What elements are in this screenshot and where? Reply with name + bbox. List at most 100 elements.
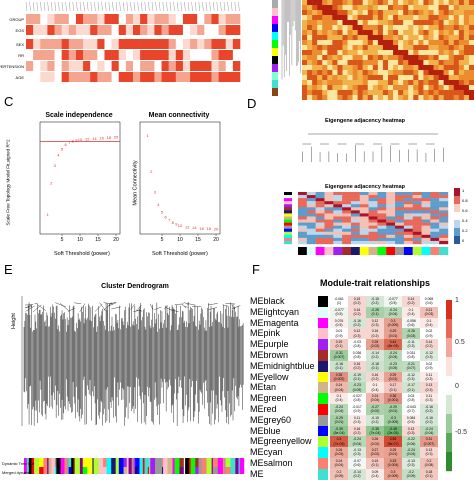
- tom-cell: [469, 85, 474, 90]
- module-color-strip: [272, 8, 278, 16]
- heatmap-col-color: [422, 247, 431, 255]
- column-tick: [238, 2, 239, 11]
- tom-cell: [337, 5, 342, 10]
- correlation-cell: -0.38(7e-04): [366, 426, 384, 437]
- adjacency-cell: [404, 201, 413, 204]
- tom-cell: [439, 5, 444, 10]
- adjacency-cell: [413, 210, 422, 213]
- tom-cell: [307, 80, 312, 85]
- tom-cell: [439, 85, 444, 90]
- tom-cell: [398, 10, 403, 15]
- tom-cell: [398, 70, 403, 75]
- adjacency-cell: [439, 210, 448, 213]
- data-point: 12: [185, 224, 190, 229]
- dynamic-cut-segment: [55, 458, 57, 467]
- scale-tick: 0.6: [462, 208, 468, 213]
- trait-cell: [211, 61, 218, 71]
- adjacency-cell: [351, 241, 360, 244]
- adjacency-cell: [377, 229, 386, 232]
- adjacency-cell: [307, 210, 316, 213]
- module-color-swatch: [318, 350, 328, 361]
- adjacency-cell: [395, 235, 404, 238]
- tom-cell: [337, 15, 342, 20]
- tom-cell: [317, 15, 322, 20]
- data-point: 20: [114, 134, 119, 139]
- tom-cell: [348, 90, 353, 95]
- adjacency-cell: [342, 210, 351, 213]
- p-value: (0.8): [402, 355, 420, 359]
- tom-cell: [358, 5, 363, 10]
- trait-cell: [119, 72, 126, 82]
- trait-cell: [104, 39, 111, 49]
- correlation-cell: 0.55(5e-07): [384, 436, 402, 447]
- column-tick: [202, 2, 203, 11]
- dynamic-cut-segment: [107, 458, 112, 467]
- tom-cell: [449, 40, 454, 45]
- adjacency-cell: [360, 198, 369, 201]
- p-value: (0.4): [366, 474, 384, 478]
- tom-cell: [337, 80, 342, 85]
- column-tick: [127, 2, 128, 11]
- correlation-cell: -0.077(0.5): [330, 307, 348, 318]
- scale-tick: 1: [462, 188, 465, 193]
- dynamic-cut-segment: [64, 458, 67, 467]
- trait-cell: [83, 72, 90, 82]
- adjacency-cell: [298, 210, 307, 213]
- heatmap-col-color: [324, 247, 333, 255]
- dynamic-cut-segment: [124, 458, 127, 467]
- trait-cell: [176, 50, 183, 60]
- adjacency-cell: [377, 241, 386, 244]
- adjacency-cell: [369, 210, 378, 213]
- correlation-cell: -0.2(0.09): [402, 469, 420, 480]
- trait-cell: [190, 72, 197, 82]
- tom-cell: [307, 30, 312, 35]
- adjacency-cell: [307, 223, 316, 226]
- tom-cell: [353, 45, 358, 50]
- tom-cell: [322, 45, 327, 50]
- column-tick: [192, 2, 193, 11]
- adjacency-cell: [324, 238, 333, 241]
- module-label: MEmidnightblue: [250, 361, 316, 372]
- tom-cell: [312, 50, 317, 55]
- p-value: (0.9): [330, 334, 348, 338]
- tom-cell: [459, 60, 464, 65]
- tom-cell: [403, 5, 408, 10]
- trait-cell: [112, 39, 119, 49]
- trait-cell: [211, 14, 218, 24]
- correlation-cell: 0.031(0.8): [402, 350, 420, 361]
- adjacency-cell: [395, 201, 404, 204]
- module-row: MEbrown-0.31(0.007)0.036(0.8)-0.14(0.2)-…: [250, 350, 440, 361]
- column-tick: [181, 2, 182, 11]
- tom-cell: [327, 5, 332, 10]
- tom-cell: [449, 0, 454, 5]
- adjacency-cell: [360, 223, 369, 226]
- adjacency-cell: [395, 207, 404, 210]
- tom-cell: [454, 5, 459, 10]
- tom-cell: [449, 30, 454, 35]
- tom-cell: [322, 50, 327, 55]
- p-value: (0.02): [366, 409, 384, 413]
- correlation-cell: -0.16(0.2): [420, 404, 438, 415]
- merged-segment: [132, 467, 134, 474]
- module-label: MEpink: [250, 328, 316, 339]
- merged-segment: [51, 467, 55, 474]
- adjacency-cell: [430, 241, 439, 244]
- tom-cell: [449, 75, 454, 80]
- tom-cell: [428, 20, 433, 25]
- scale-segment: [454, 188, 460, 196]
- adjacency-cell: [351, 192, 360, 195]
- correlation-cell: 0.09(0.4): [366, 469, 384, 480]
- data-point: 8: [172, 220, 175, 225]
- correlation-cell: 0.27(0.02): [366, 447, 384, 458]
- module-color-strip: [272, 48, 278, 56]
- trait-cell: [140, 61, 147, 71]
- tom-cell: [423, 10, 428, 15]
- adjacency-cell: [369, 213, 378, 216]
- merged-segment: [75, 467, 80, 474]
- adjacency-cell: [404, 192, 413, 195]
- adjacency-cell: [324, 201, 333, 204]
- trait-cell: [33, 25, 40, 35]
- tom-cell: [383, 50, 388, 55]
- dendro-join: [74, 303, 81, 304]
- tom-cell: [403, 85, 408, 90]
